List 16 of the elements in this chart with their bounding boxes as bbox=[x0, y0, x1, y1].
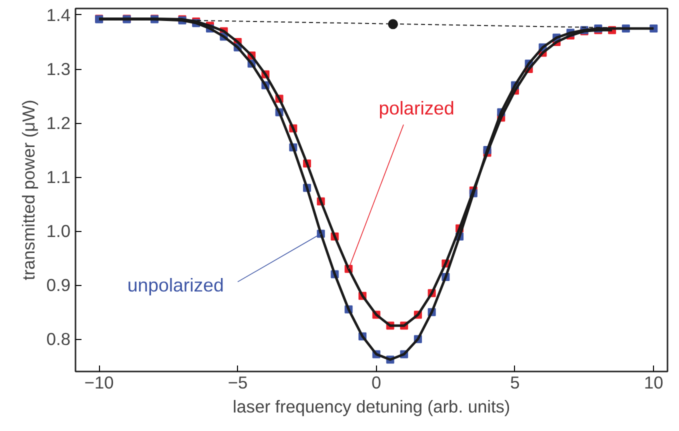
x-tick-label: 5 bbox=[510, 372, 520, 392]
text: polarized bbox=[378, 97, 454, 118]
y-tick-label: 1.4 bbox=[46, 4, 71, 25]
y-axis-title: transmitted power (μW) bbox=[18, 100, 38, 280]
y-tick-label: 1.0 bbox=[46, 221, 71, 242]
y-tick-label: 1.2 bbox=[46, 113, 71, 134]
y-tick-label: 0.8 bbox=[46, 329, 71, 350]
x-axis-title: laser frequency detuning (arb. units) bbox=[232, 396, 510, 416]
y-tick-label: 0.9 bbox=[46, 275, 71, 296]
text: unpolarized bbox=[127, 274, 224, 296]
y-tick-label: 1.1 bbox=[46, 167, 71, 188]
y-tick-label: 1.3 bbox=[46, 59, 71, 79]
x-tick-label: −10 bbox=[84, 372, 114, 392]
x-tick-label: −5 bbox=[228, 372, 248, 392]
x-tick-label: 0 bbox=[372, 372, 382, 392]
x-tick-label: 10 bbox=[644, 372, 664, 392]
